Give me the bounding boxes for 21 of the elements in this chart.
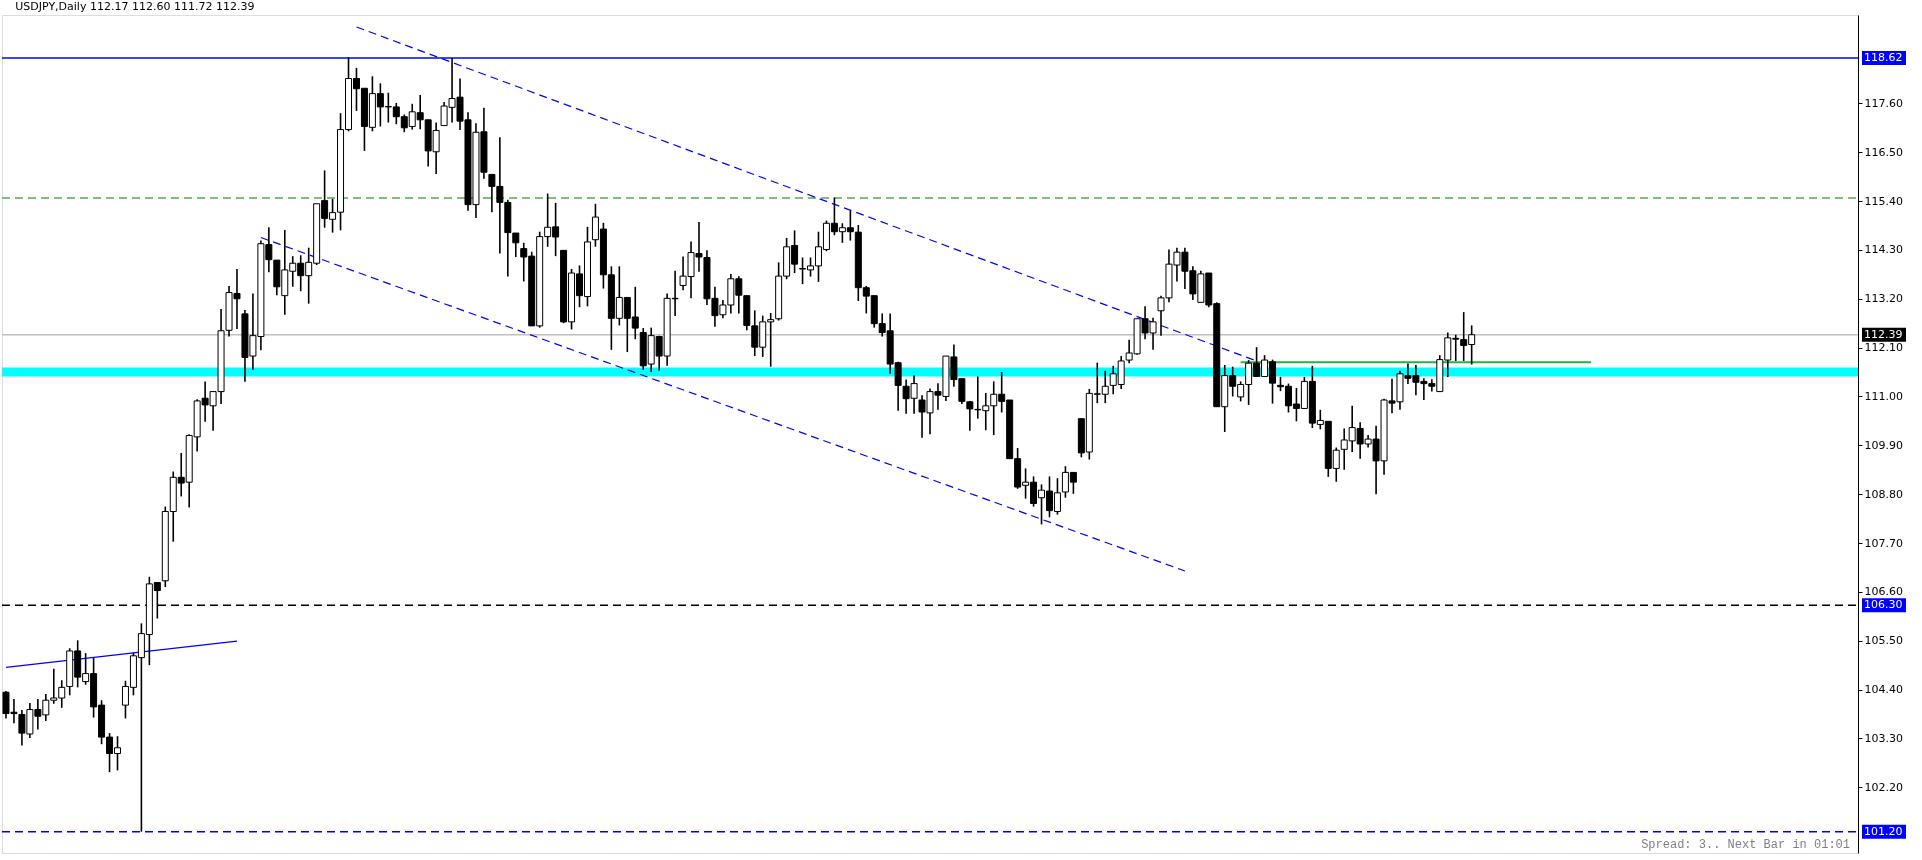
- ref-line-label: 101.20: [1864, 824, 1903, 838]
- ref-line-label: 106.30: [1864, 598, 1903, 612]
- y-tick-label: 107.70: [1864, 536, 1903, 550]
- y-tick-label: 114.30: [1864, 243, 1903, 257]
- y-tick-label: 115.40: [1864, 194, 1903, 208]
- y-tick-label: 108.80: [1864, 487, 1903, 501]
- y-tick-label: 103.30: [1864, 731, 1903, 745]
- y-tick-label: 104.40: [1864, 683, 1903, 697]
- annotation: Spread: 3.. Next Bar in 01:01: [1641, 838, 1850, 852]
- y-tick-label: 111.00: [1864, 389, 1903, 403]
- y-tick-label: 113.20: [1864, 292, 1903, 306]
- ref-line-label: 112.39: [1864, 327, 1903, 341]
- y-tick-label: 105.50: [1864, 634, 1903, 648]
- chart-title: USDJPY,Daily 112.17 112.60 111.72 112.39: [15, 0, 255, 13]
- y-tick-label: 117.60: [1864, 96, 1903, 110]
- y-tick-label: 109.90: [1864, 438, 1903, 452]
- y-tick-label: 102.20: [1864, 780, 1903, 794]
- y-tick-label: 106.60: [1864, 585, 1903, 599]
- ref-line-label: 118.62: [1864, 51, 1903, 65]
- y-tick-label: 116.50: [1864, 145, 1903, 159]
- y-tick-label: 112.10: [1864, 341, 1903, 355]
